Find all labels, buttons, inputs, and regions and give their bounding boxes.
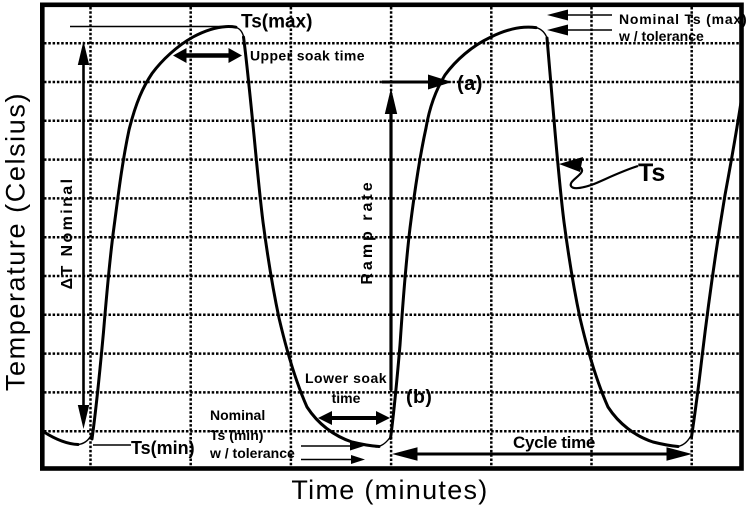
svg-text:ΔT Nominal: ΔT Nominal: [59, 177, 76, 290]
svg-text:time: time: [332, 390, 361, 406]
svg-text:Upper soak time: Upper soak time: [250, 48, 365, 64]
svg-text:Temperature (Celsius): Temperature (Celsius): [1, 92, 31, 391]
svg-text:Ts (min): Ts (min): [210, 427, 263, 443]
svg-text:(b): (b): [406, 386, 432, 408]
svg-text:Ts(max): Ts(max): [241, 12, 312, 33]
svg-text:(a): (a): [457, 73, 483, 95]
svg-text:Nominal Ts (max): Nominal Ts (max): [619, 11, 747, 27]
svg-text:Time (minutes): Time (minutes): [291, 475, 488, 505]
svg-text:Ts: Ts: [638, 159, 665, 187]
svg-text:Lower soak: Lower soak: [305, 370, 387, 386]
svg-text:Ramp rate: Ramp rate: [359, 179, 376, 284]
svg-text:Ts(min): Ts(min): [131, 438, 195, 458]
svg-text:w / tolerance: w / tolerance: [618, 28, 704, 44]
svg-text:Cycle time: Cycle time: [513, 433, 595, 452]
svg-text:w / tolerance: w / tolerance: [209, 445, 295, 461]
svg-text:Nominal: Nominal: [210, 407, 265, 423]
